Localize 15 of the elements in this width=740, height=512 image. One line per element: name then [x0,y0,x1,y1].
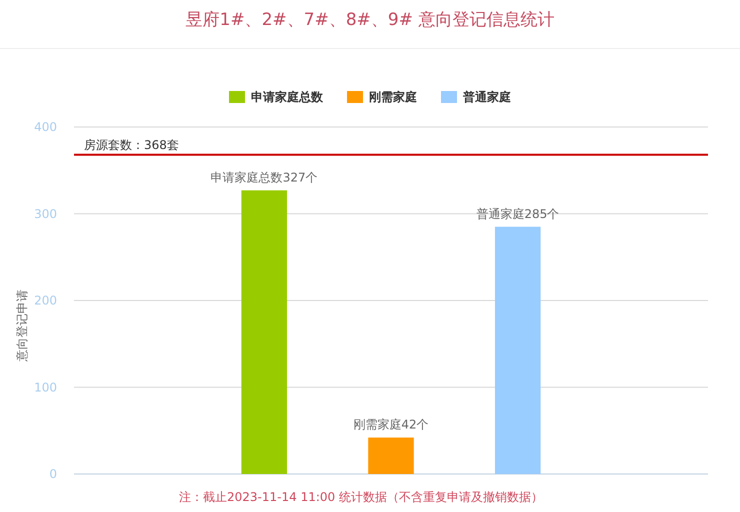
chart-title: 昱府1#、2#、7#、8#、9# 意向登记信息统计 [186,10,554,30]
y-tick-label: 200 [34,294,57,308]
data-label: 申请家庭总数327个 [210,170,318,184]
y-tick-label: 400 [34,120,57,134]
y-tick-label: 300 [34,206,57,221]
text: 注：截止2023-11-14 11:00 统计数据（不含重复申请及撤销数据） [179,490,543,504]
y-tick-label: 0 [49,467,57,482]
y-axis-title: 意向登记申请 [15,290,29,362]
data-label: 刚需家庭42个 [353,418,429,432]
legend-label: 申请家庭总数 [251,90,324,104]
ref-line-label: 房源套数：368套 [84,138,179,152]
y-tick-label: 100 [34,380,57,394]
legend-label: 普通家庭 [462,90,511,104]
data-label: 普通家庭285个 [476,206,560,221]
legend-label: 刚需家庭 [369,90,417,104]
